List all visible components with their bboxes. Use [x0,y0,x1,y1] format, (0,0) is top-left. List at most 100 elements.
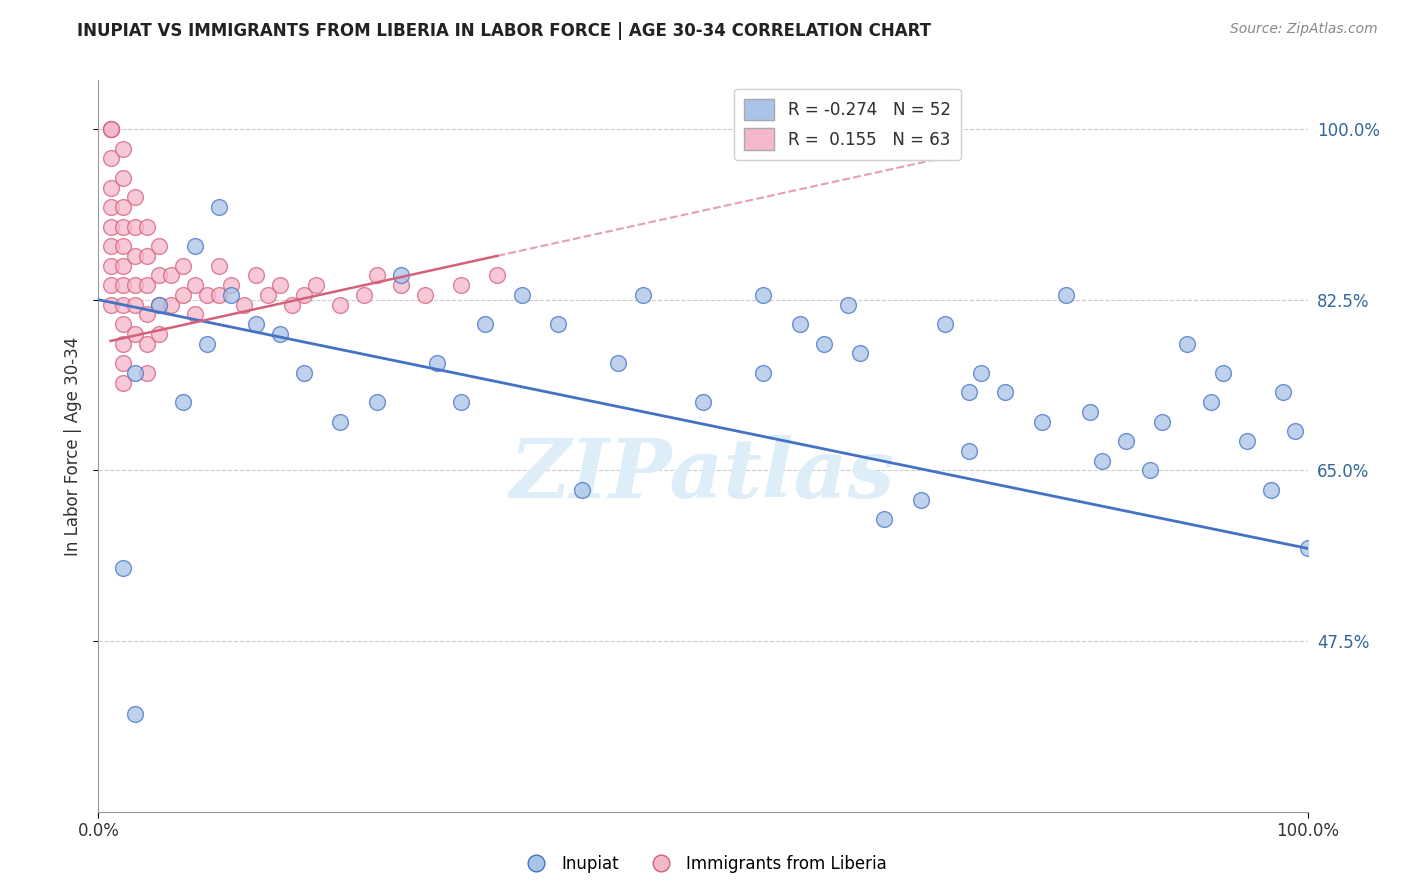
Point [957,443,980,458]
Point [208,288,231,302]
Point [100,239,122,253]
Point [269,326,291,341]
Point [148,297,170,311]
Point [124,707,146,722]
Point [195,288,218,302]
Legend: R = -0.274   N = 52, R =  0.155   N = 63: R = -0.274 N = 52, R = 0.155 N = 63 [734,88,960,160]
Point [111,219,134,234]
Point [305,278,328,293]
Point [100,122,122,136]
Point [1296,541,1319,556]
Point [1091,453,1114,467]
Point [111,376,134,390]
Point [111,297,134,311]
Point [208,259,231,273]
Point [245,268,267,283]
Point [160,297,183,311]
Point [486,268,509,283]
Point [426,356,449,370]
Point [111,259,134,273]
Point [100,278,122,293]
Point [269,278,291,293]
Point [353,288,375,302]
Point [329,297,352,311]
Point [1139,463,1161,477]
Point [124,190,146,204]
Point [124,366,146,380]
Point [221,288,243,302]
Point [631,288,654,302]
Point [873,512,896,526]
Point [1115,434,1137,449]
Point [124,219,146,234]
Point [1054,288,1077,302]
Point [245,317,267,331]
Point [692,395,714,409]
Point [111,278,134,293]
Point [1152,415,1174,429]
Point [111,356,134,370]
Point [184,307,207,321]
Point [292,288,315,302]
Point [148,297,170,311]
Point [148,268,170,283]
Point [1212,366,1234,380]
Point [135,307,157,321]
Point [195,336,218,351]
Point [474,317,496,331]
Point [124,326,146,341]
Point [111,239,134,253]
Point [366,395,388,409]
Point [450,395,472,409]
Point [450,278,472,293]
Point [910,492,932,507]
Point [111,317,134,331]
Point [256,288,278,302]
Text: INUPIAT VS IMMIGRANTS FROM LIBERIA IN LABOR FORCE | AGE 30-34 CORRELATION CHART: INUPIAT VS IMMIGRANTS FROM LIBERIA IN LA… [77,22,931,40]
Point [389,268,412,283]
Text: Source: ZipAtlas.com: Source: ZipAtlas.com [1230,22,1378,37]
Point [1031,415,1053,429]
Point [970,366,993,380]
Point [366,268,388,283]
Point [172,288,194,302]
Point [1236,434,1258,449]
Point [837,297,859,311]
Point [1272,385,1295,400]
Point [172,395,194,409]
Point [124,297,146,311]
Point [752,366,775,380]
Point [100,122,122,136]
Point [135,278,157,293]
Point [1078,405,1101,419]
Point [124,249,146,263]
Point [292,366,315,380]
Point [934,317,956,331]
Point [510,288,533,302]
Text: ZIPatlas: ZIPatlas [510,435,896,516]
Point [111,336,134,351]
Point [148,239,170,253]
Point [813,336,835,351]
Point [1284,425,1306,439]
Point [111,142,134,156]
Point [148,326,170,341]
Point [849,346,872,360]
Point [789,317,811,331]
Point [100,122,122,136]
Point [100,180,122,194]
Point [389,278,412,293]
Point [329,415,352,429]
Point [184,239,207,253]
Point [413,288,436,302]
Point [135,336,157,351]
Point [1175,336,1198,351]
Y-axis label: In Labor Force | Age 30-34: In Labor Force | Age 30-34 [65,336,83,556]
Point [547,317,569,331]
Point [100,151,122,165]
Point [607,356,630,370]
Point [100,200,122,214]
Point [994,385,1017,400]
Point [957,385,980,400]
Point [160,268,183,283]
